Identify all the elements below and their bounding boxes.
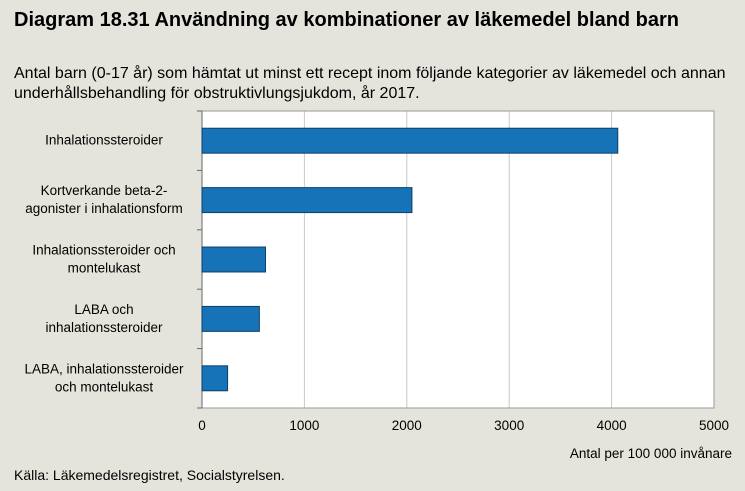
chart-subtitle: Antal barn (0-17 år) som hämtat ut minst…	[14, 65, 726, 102]
chart-title: Diagram 18.31 Användning av kombinatione…	[14, 9, 680, 31]
x-tick-label-0: 0	[198, 418, 206, 433]
x-tick-label-5: 5000	[699, 418, 729, 433]
x-tick-label-2: 2000	[392, 418, 422, 433]
bar-2	[201, 246, 266, 273]
category-label-0: Inhalationssteroider	[45, 132, 163, 147]
category-label-1: Kortverkande beta-2-agonister i inhalati…	[25, 183, 183, 216]
x-tick-label-3: 3000	[494, 418, 524, 433]
x-axis-label: Antal per 100 000 invånare	[570, 446, 732, 461]
category-label-4: LABA, inhalationssteroider och montelukas…	[24, 361, 184, 394]
source-note: Källa: Läkemedelsregistret, Socialstyrel…	[14, 467, 285, 483]
bar-0	[201, 127, 619, 154]
x-tick-label-4: 4000	[597, 418, 627, 433]
bar-4	[201, 365, 229, 392]
bar-1	[201, 187, 413, 214]
x-tick-label-1: 1000	[289, 418, 319, 433]
category-label-3: LABA och inhalationssteroider	[45, 301, 163, 334]
category-label-2: Inhalationssteroider och montelukast	[32, 242, 175, 275]
plot-area	[202, 111, 714, 408]
bar-3	[201, 305, 260, 332]
